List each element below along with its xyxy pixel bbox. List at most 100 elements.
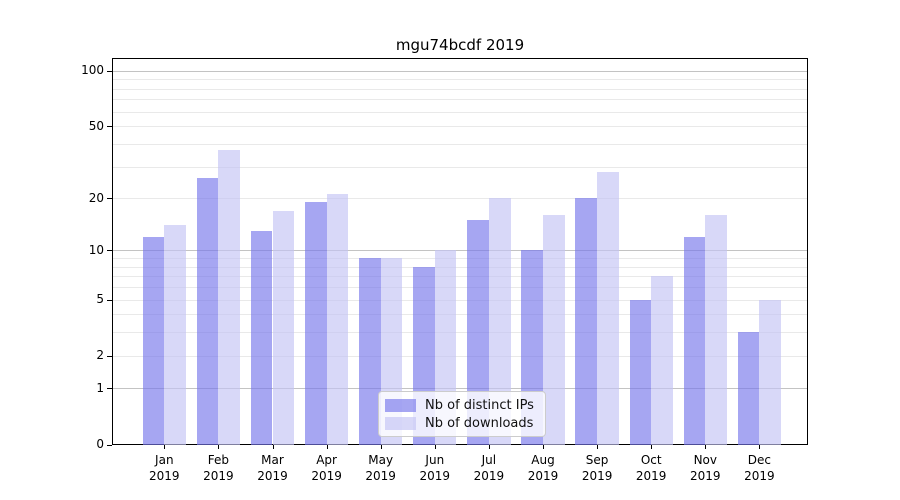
x-tick-mark-mar	[272, 445, 274, 449]
x-tick-year-apr: 2019	[311, 469, 342, 483]
y-tick-label-20: 20	[88, 190, 104, 205]
bar-nov-nb-of-distinct-ips	[683, 236, 706, 445]
legend: Nb of distinct IPs Nb of downloads	[378, 391, 546, 437]
legend-entry-nb-of-downloads: Nb of downloads	[385, 415, 537, 433]
legend-entry-nb-of-distinct-ips: Nb of distinct IPs	[385, 397, 537, 415]
y-tick-mark-1	[107, 388, 112, 390]
gridline-y-70	[113, 99, 807, 101]
legend-swatch-nb-of-downloads	[385, 416, 416, 430]
x-tick-mark-feb	[218, 445, 220, 449]
bar-mar-nb-of-downloads	[272, 210, 295, 445]
bar-oct-nb-of-downloads	[651, 276, 673, 445]
x-tick-mark-jul	[488, 445, 490, 449]
y-tick-mark-20	[107, 198, 112, 199]
y-tick-label-10: 10	[88, 242, 104, 257]
x-tick-mark-aug	[543, 445, 544, 449]
bar-dec-nb-of-distinct-ips	[737, 332, 760, 445]
gridline-y-2	[113, 355, 807, 357]
bar-apr-nb-of-downloads	[326, 194, 349, 445]
x-tick-label-apr: Apr 2019	[300, 452, 354, 484]
x-tick-mark-apr	[326, 445, 328, 449]
gridline-y-50	[113, 126, 807, 128]
bar-mar-nb-of-distinct-ips	[250, 230, 273, 445]
x-tick-month-jul: Jul	[481, 453, 497, 467]
gridline-y-90	[113, 79, 807, 81]
x-tick-month-sep: Sep	[585, 453, 609, 467]
x-tick-year-sep: 2019	[581, 469, 613, 483]
y-tick-mark-0	[107, 444, 112, 446]
x-tick-year-jun: 2019	[419, 469, 451, 483]
x-tick-label-jan: Jan 2019	[137, 452, 191, 484]
x-tick-year-nov: 2019	[690, 469, 721, 483]
gridline-y-60	[113, 111, 807, 113]
bar-jan-nb-of-downloads	[164, 225, 186, 445]
x-tick-month-apr: Apr	[316, 453, 337, 467]
gridline-y-80	[113, 88, 807, 90]
legend-swatch-nb-of-distinct-ips	[385, 399, 416, 413]
gridline-y-20	[113, 198, 807, 199]
gridline-y-10	[113, 250, 807, 252]
x-tick-mark-nov	[705, 445, 707, 449]
x-tick-year-jan: 2019	[149, 469, 180, 483]
y-tick-label-2: 2	[96, 348, 104, 363]
x-tick-year-mar: 2019	[257, 469, 288, 483]
gridline-y-1	[113, 388, 807, 390]
bar-jul-nb-of-downloads	[488, 198, 511, 445]
gridline-y-7	[113, 276, 807, 278]
x-tick-year-may: 2019	[365, 469, 396, 483]
x-tick-month-aug: Aug	[531, 453, 555, 467]
y-tick-label-5: 5	[96, 292, 104, 306]
x-tick-label-dec: Dec 2019	[732, 452, 786, 484]
bar-apr-nb-of-distinct-ips	[304, 202, 327, 445]
y-tick-label-0: 0	[96, 437, 104, 451]
x-tick-mark-dec	[759, 445, 761, 449]
x-tick-mark-may	[380, 445, 382, 449]
bar-dec-nb-of-downloads	[759, 299, 782, 445]
x-tick-month-oct: Oct	[640, 453, 662, 467]
gridline-y-3	[113, 332, 807, 334]
y-tick-label-1: 1	[96, 380, 104, 395]
bar-nov-nb-of-downloads	[705, 215, 727, 445]
x-tick-label-oct: Oct 2019	[624, 452, 678, 484]
x-tick-mark-jun	[434, 445, 436, 449]
x-tick-month-dec: Dec	[747, 453, 771, 467]
gridline-y-30	[113, 166, 807, 168]
x-tick-year-aug: 2019	[527, 469, 559, 483]
x-tick-month-may: May	[368, 453, 394, 467]
bar-feb-nb-of-distinct-ips	[196, 177, 219, 445]
gridline-y-100	[113, 70, 807, 72]
x-tick-mark-oct	[651, 445, 653, 449]
gridline-y-40	[113, 143, 807, 145]
x-tick-mark-sep	[597, 445, 599, 449]
x-tick-month-jan: Jan	[155, 453, 174, 467]
x-tick-mark-jan	[164, 445, 166, 449]
x-tick-label-may: May 2019	[354, 452, 408, 484]
x-tick-year-feb: 2019	[203, 469, 234, 483]
y-tick-mark-50	[107, 126, 112, 128]
gridline-y-8	[113, 266, 807, 268]
legend-label-nb-of-downloads: Nb of downloads	[425, 415, 534, 431]
gridline-y-9	[113, 258, 807, 260]
x-tick-year-oct: 2019	[635, 469, 667, 483]
y-tick-mark-2	[107, 355, 112, 357]
bar-feb-nb-of-downloads	[218, 150, 241, 445]
x-tick-label-sep: Sep 2019	[570, 452, 624, 484]
plot-area	[112, 58, 808, 445]
bar-jul-nb-of-distinct-ips	[467, 220, 489, 445]
legend-label-nb-of-distinct-ips: Nb of distinct IPs	[425, 398, 534, 414]
x-tick-year-dec: 2019	[744, 469, 775, 483]
bar-jan-nb-of-distinct-ips	[142, 236, 165, 445]
y-tick-label-100: 100	[81, 63, 104, 78]
gridline-y-4	[113, 314, 807, 316]
x-tick-label-aug: Aug 2019	[516, 452, 570, 484]
y-tick-label-50: 50	[88, 118, 104, 133]
x-tick-label-mar: Mar 2019	[246, 452, 300, 484]
x-tick-month-feb: Feb	[207, 453, 230, 467]
bar-sep-nb-of-distinct-ips	[575, 198, 598, 445]
x-tick-year-jul: 2019	[473, 469, 505, 483]
y-tick-mark-100	[107, 70, 112, 72]
y-tick-mark-10	[107, 250, 112, 252]
chart-title: mgu74bcdf 2019	[395, 36, 525, 54]
x-tick-label-feb: Feb 2019	[191, 452, 245, 484]
